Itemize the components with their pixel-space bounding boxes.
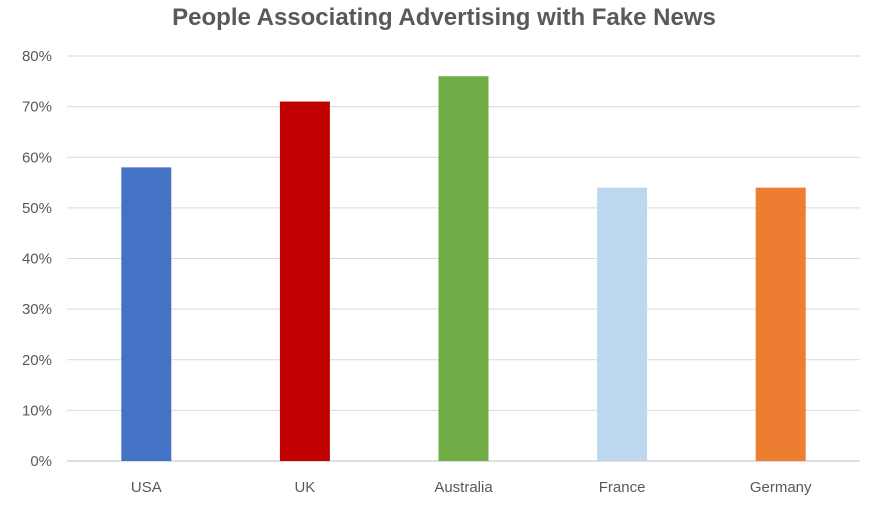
y-tick-label: 10% (22, 402, 52, 419)
y-tick-label: 60% (22, 149, 52, 166)
y-tick-label: 50% (22, 200, 52, 217)
chart-title: People Associating Advertising with Fake… (172, 4, 716, 31)
y-tick-label: 20% (22, 352, 52, 369)
x-tick-label: USA (131, 479, 162, 496)
y-tick-label: 80% (22, 48, 52, 65)
y-tick-label: 0% (30, 453, 52, 470)
y-tick-label: 30% (22, 301, 52, 318)
y-tick-label: 40% (22, 251, 52, 268)
x-tick-label: Germany (750, 479, 812, 496)
bar-germany (755, 187, 806, 461)
x-tick-label: Australia (434, 479, 493, 496)
bar-usa (121, 167, 172, 461)
bar-australia (438, 76, 489, 461)
bar-uk (279, 101, 330, 461)
x-tick-label: UK (294, 479, 315, 496)
x-tick-label: France (599, 479, 646, 496)
bar-france (597, 187, 648, 461)
y-tick-label: 70% (22, 99, 52, 116)
